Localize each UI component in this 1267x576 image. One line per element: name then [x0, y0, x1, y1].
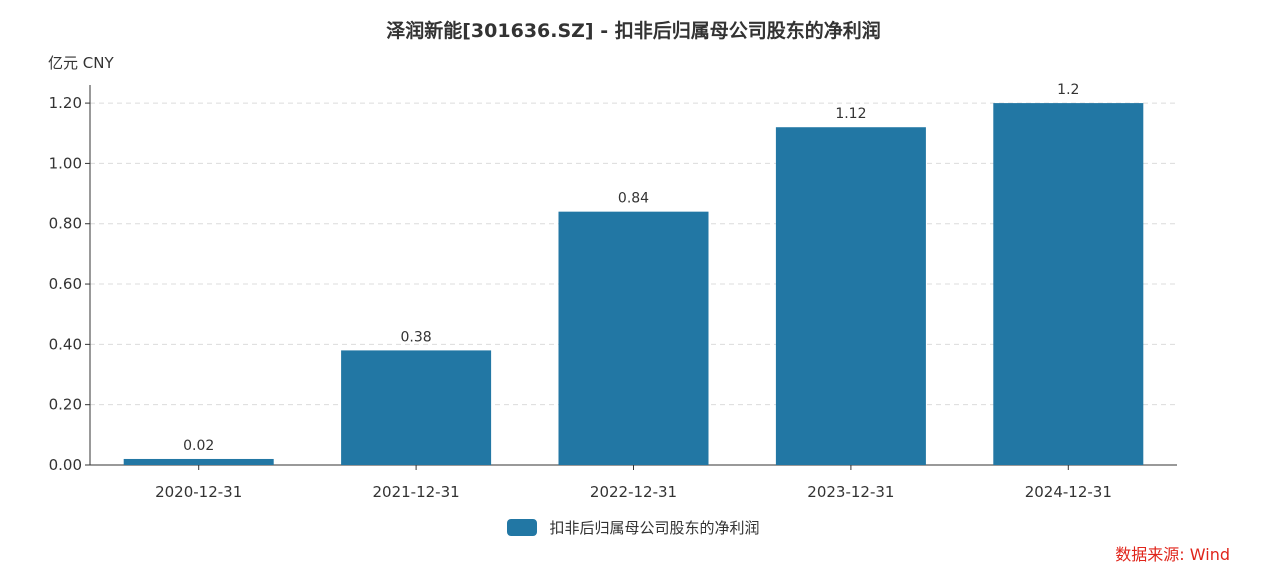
bar — [341, 350, 492, 465]
legend-swatch — [507, 519, 538, 536]
bar-value-label: 0.84 — [618, 191, 649, 207]
legend[interactable]: 扣非后归属母公司股东的净利润 — [0, 517, 1267, 538]
x-tick-label: 2020-12-31 — [155, 483, 242, 501]
x-tick-label: 2021-12-31 — [373, 483, 460, 501]
chart-title: 泽润新能[301636.SZ] - 扣非后归属母公司股东的净利润 — [386, 20, 881, 42]
bar — [123, 458, 274, 465]
y-tick-label: 0.60 — [49, 275, 82, 293]
bar — [558, 211, 709, 465]
y-tick-label: 0.80 — [49, 215, 82, 233]
bar — [993, 103, 1144, 465]
y-tick-label: 0.00 — [49, 456, 82, 474]
source-label: 数据来源: Wind — [1115, 545, 1230, 564]
bar-value-label: 1.12 — [835, 106, 866, 122]
y-tick-label: 1.00 — [49, 154, 82, 172]
y-tick-label: 0.20 — [49, 396, 82, 414]
x-tick-label: 2024-12-31 — [1025, 483, 1112, 501]
x-tick-label: 2022-12-31 — [590, 483, 677, 501]
legend-label: 扣非后归属母公司股东的净利润 — [549, 519, 760, 537]
x-tick-label: 2023-12-31 — [807, 483, 894, 501]
y-tick-label: 1.20 — [49, 94, 82, 112]
y-tick-label: 0.40 — [49, 335, 82, 353]
y-axis-unit-label: 亿元 CNY — [48, 54, 114, 72]
bar-value-label: 0.38 — [401, 329, 432, 345]
bar — [775, 127, 926, 465]
bar-value-label: 0.02 — [183, 438, 214, 454]
bar-value-label: 1.2 — [1057, 82, 1079, 98]
